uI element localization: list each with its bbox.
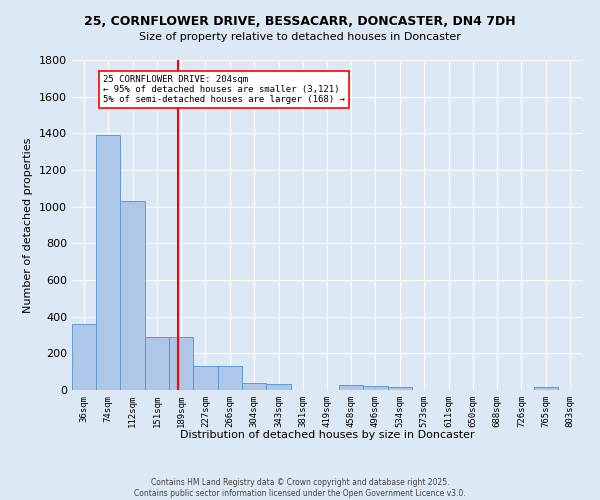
Bar <box>72 324 96 390</box>
Bar <box>169 337 193 390</box>
Bar <box>120 201 145 390</box>
Bar <box>340 384 364 390</box>
Bar <box>266 384 290 390</box>
Text: Size of property relative to detached houses in Doncaster: Size of property relative to detached ho… <box>139 32 461 42</box>
Y-axis label: Number of detached properties: Number of detached properties <box>23 138 34 312</box>
Bar <box>534 387 558 390</box>
Bar <box>145 337 169 390</box>
Bar <box>364 386 388 390</box>
Text: Contains HM Land Registry data © Crown copyright and database right 2025.
Contai: Contains HM Land Registry data © Crown c… <box>134 478 466 498</box>
Bar <box>388 387 412 390</box>
X-axis label: Distribution of detached houses by size in Doncaster: Distribution of detached houses by size … <box>179 430 475 440</box>
Text: 25, CORNFLOWER DRIVE, BESSACARR, DONCASTER, DN4 7DH: 25, CORNFLOWER DRIVE, BESSACARR, DONCAST… <box>84 15 516 28</box>
Bar <box>242 382 266 390</box>
Bar <box>96 135 120 390</box>
Bar <box>218 366 242 390</box>
Bar <box>193 366 218 390</box>
Text: 25 CORNFLOWER DRIVE: 204sqm
← 95% of detached houses are smaller (3,121)
5% of s: 25 CORNFLOWER DRIVE: 204sqm ← 95% of det… <box>103 74 345 104</box>
